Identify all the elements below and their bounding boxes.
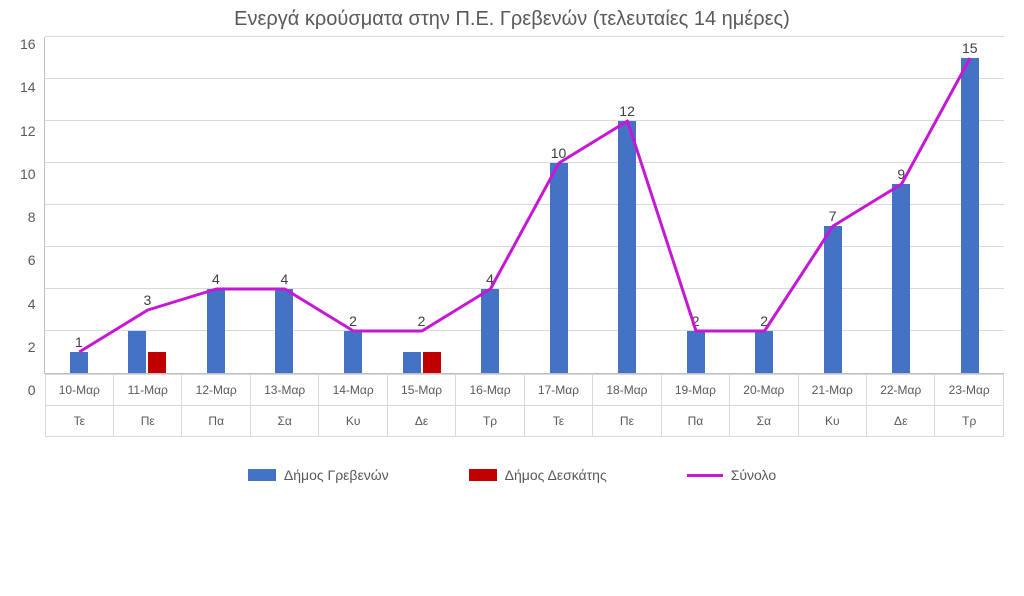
data-label: 4: [212, 271, 220, 287]
data-label: 9: [897, 166, 905, 182]
x-tick-day: Πα: [182, 406, 250, 437]
legend-label-deskati: Δήμος Δεσκάτης: [505, 467, 607, 483]
x-tick-date: 20-Μαρ: [730, 374, 798, 406]
bar-group: 2: [387, 37, 456, 373]
legend-swatch-deskati: [469, 469, 497, 481]
bar-grevena: [207, 289, 225, 373]
x-tick-date: 11-Μαρ: [114, 374, 182, 406]
x-tick-day: Πα: [662, 406, 730, 437]
y-tick: 4: [28, 297, 36, 311]
x-tick-date: 22-Μαρ: [867, 374, 935, 406]
bars-container: 1 3 4 4 2 2 4 10 12 2 2 7 9 15: [45, 37, 1004, 373]
chart-title: Ενεργά κρούσματα στην Π.Ε. Γρεβενών (τελ…: [20, 8, 1004, 31]
bar-group: 15: [935, 37, 1004, 373]
x-tick-date: 14-Μαρ: [319, 374, 387, 406]
bar-grevena: [824, 226, 842, 373]
bar-grevena: [550, 163, 568, 373]
x-tick-day: Πε: [593, 406, 661, 437]
bar-grevena: [403, 352, 421, 373]
bar-grevena: [892, 184, 910, 373]
x-tick-date: 17-Μαρ: [525, 374, 593, 406]
bar-grevena: [618, 121, 636, 373]
bar-group: 10: [524, 37, 593, 373]
bar-grevena: [70, 352, 88, 373]
data-label: 3: [143, 292, 151, 308]
x-tick-day: Πε: [114, 406, 182, 437]
x-tick-date: 12-Μαρ: [182, 374, 250, 406]
x-tick-date: 19-Μαρ: [662, 374, 730, 406]
y-tick: 16: [20, 37, 36, 51]
x-tick-date: 23-Μαρ: [935, 374, 1003, 406]
x-tick-day: Σα: [251, 406, 319, 437]
bar-group: 3: [113, 37, 182, 373]
x-tick-day: Δε: [867, 406, 935, 437]
bar-grevena: [128, 331, 146, 373]
x-tick-day: Τε: [525, 406, 593, 437]
bar-group: 2: [730, 37, 799, 373]
bar-group: 4: [456, 37, 525, 373]
data-label: 15: [962, 40, 978, 56]
x-tick-date: 18-Μαρ: [593, 374, 661, 406]
data-label: 4: [486, 271, 494, 287]
data-label: 2: [418, 313, 426, 329]
legend-label-grevena: Δήμος Γρεβενών: [284, 467, 389, 483]
y-tick: 8: [28, 210, 36, 224]
y-tick: 10: [20, 167, 36, 181]
data-label: 2: [692, 313, 700, 329]
x-tick-day: Τρ: [456, 406, 524, 437]
data-label: 7: [829, 208, 837, 224]
data-label: 12: [619, 103, 635, 119]
plot: 1 3 4 4 2 2 4 10 12 2 2 7 9 15: [44, 37, 1004, 374]
legend-item-grevena: Δήμος Γρεβενών: [248, 467, 389, 483]
bar-group: 2: [661, 37, 730, 373]
legend-item-total: Σύνολο: [687, 467, 776, 483]
bar-group: 1: [45, 37, 114, 373]
legend-swatch-grevena: [248, 469, 276, 481]
y-axis: 16 14 12 10 8 6 4 2 0: [20, 37, 44, 397]
bar-group: 4: [250, 37, 319, 373]
x-tick-date: 13-Μαρ: [251, 374, 319, 406]
legend-line-total: [687, 474, 723, 477]
x-tick-day: Σα: [730, 406, 798, 437]
bar-group: 4: [182, 37, 251, 373]
bar-grevena: [755, 331, 773, 373]
x-axis-days: ΤεΠεΠαΣαΚυΔεΤρΤεΠεΠαΣαΚυΔεΤρ: [44, 406, 1004, 437]
y-tick: 12: [20, 124, 36, 138]
bar-group: 12: [593, 37, 662, 373]
bar-grevena: [481, 289, 499, 373]
data-label: 2: [349, 313, 357, 329]
x-tick-day: Κυ: [799, 406, 867, 437]
bar-group: 9: [867, 37, 936, 373]
legend-item-deskati: Δήμος Δεσκάτης: [469, 467, 607, 483]
y-tick: 0: [28, 383, 36, 397]
x-tick-date: 10-Μαρ: [45, 374, 114, 406]
data-label: 1: [75, 334, 83, 350]
legend-label-total: Σύνολο: [731, 467, 776, 483]
x-tick-day: Δε: [388, 406, 456, 437]
legend: Δήμος Γρεβενών Δήμος Δεσκάτης Σύνολο: [20, 467, 1004, 483]
bar-grevena: [961, 58, 979, 373]
data-label: 10: [551, 145, 567, 161]
data-label: 2: [760, 313, 768, 329]
x-tick-date: 21-Μαρ: [799, 374, 867, 406]
y-tick: 14: [20, 80, 36, 94]
bar-deskati: [423, 352, 441, 373]
bar-grevena: [275, 289, 293, 373]
x-tick-date: 16-Μαρ: [456, 374, 524, 406]
chart-area: 16 14 12 10 8 6 4 2 0 1 3 4 4 2 2 4 10 12 2 2 7 9 15 10-Μαρ11…: [20, 37, 1004, 437]
x-tick-day: Τε: [45, 406, 114, 437]
y-tick: 6: [28, 253, 36, 267]
bar-deskati: [148, 352, 166, 373]
y-tick: 2: [28, 340, 36, 354]
x-tick-day: Κυ: [319, 406, 387, 437]
bar-grevena: [687, 331, 705, 373]
x-axis-dates: 10-Μαρ11-Μαρ12-Μαρ13-Μαρ14-Μαρ15-Μαρ16-Μ…: [44, 374, 1004, 406]
data-label: 4: [281, 271, 289, 287]
bar-group: 2: [319, 37, 388, 373]
bar-group: 7: [798, 37, 867, 373]
bar-grevena: [344, 331, 362, 373]
x-tick-day: Τρ: [935, 406, 1003, 437]
x-tick-date: 15-Μαρ: [388, 374, 456, 406]
